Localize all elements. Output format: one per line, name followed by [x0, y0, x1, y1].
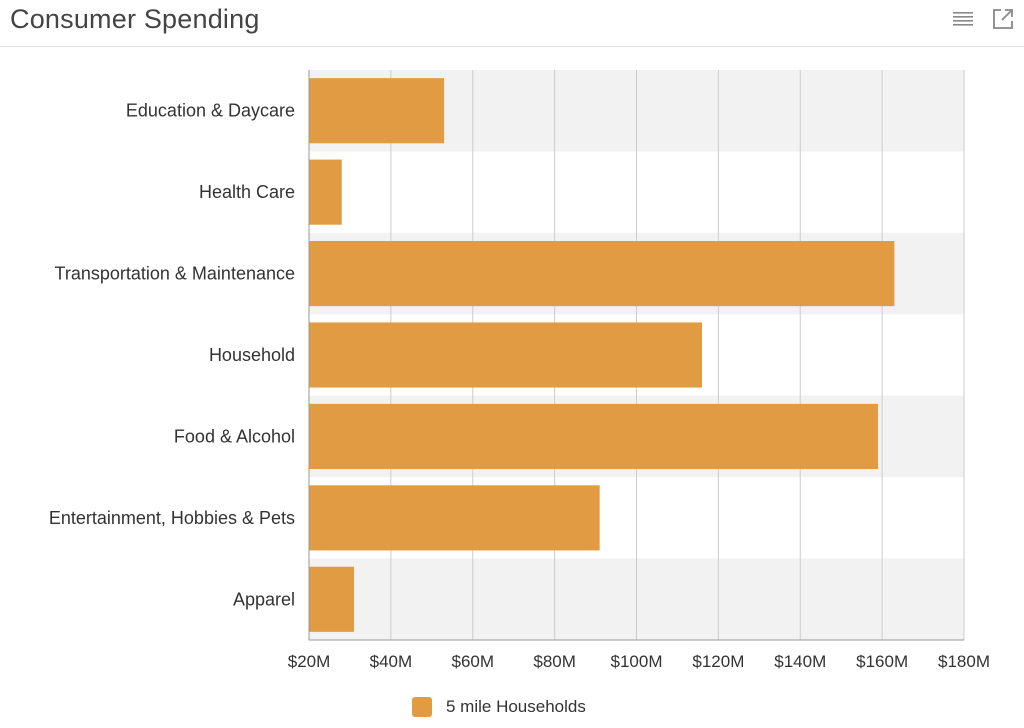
- x-tick-label-1: $40M: [370, 652, 413, 671]
- legend-swatch: [412, 697, 432, 717]
- category-label-5: Entertainment, Hobbies & Pets: [49, 508, 295, 528]
- bar-chart: Education & Daycare Health Care Transporta…: [49, 70, 990, 671]
- category-label-6: Apparel: [233, 589, 295, 609]
- x-tick-label-3: $80M: [533, 652, 576, 671]
- chart-header: Consumer Spending: [0, 0, 1024, 47]
- x-tick-label-4: $100M: [611, 652, 663, 671]
- legend-label: 5 mile Households: [446, 697, 586, 716]
- category-label-2: Transportation & Maintenance: [55, 264, 295, 284]
- category-label-3: Household: [209, 345, 295, 365]
- external-link-icon[interactable]: [990, 6, 1016, 32]
- list-icon[interactable]: [950, 6, 976, 32]
- x-tick-label-8: $180M: [938, 652, 990, 671]
- x-tick-label-5: $120M: [692, 652, 744, 671]
- category-label-0: Education & Daycare: [126, 101, 295, 121]
- x-tick-label-2: $60M: [451, 652, 494, 671]
- x-tick-label-6: $140M: [774, 652, 826, 671]
- legend[interactable]: 5 mile Households: [412, 694, 586, 720]
- x-tick-label-0: $20M: [288, 652, 331, 671]
- bar-6: [309, 566, 355, 632]
- bar-1: [309, 159, 342, 225]
- bar-2: [309, 241, 895, 307]
- category-label-4: Food & Alcohol: [174, 426, 295, 446]
- bar-5: [309, 485, 600, 551]
- bar-3: [309, 322, 702, 388]
- bar-4: [309, 403, 879, 469]
- bar-0: [309, 78, 445, 144]
- category-label-1: Health Care: [199, 182, 295, 202]
- x-tick-label-7: $160M: [856, 652, 908, 671]
- chart-title: Consumer Spending: [10, 4, 260, 34]
